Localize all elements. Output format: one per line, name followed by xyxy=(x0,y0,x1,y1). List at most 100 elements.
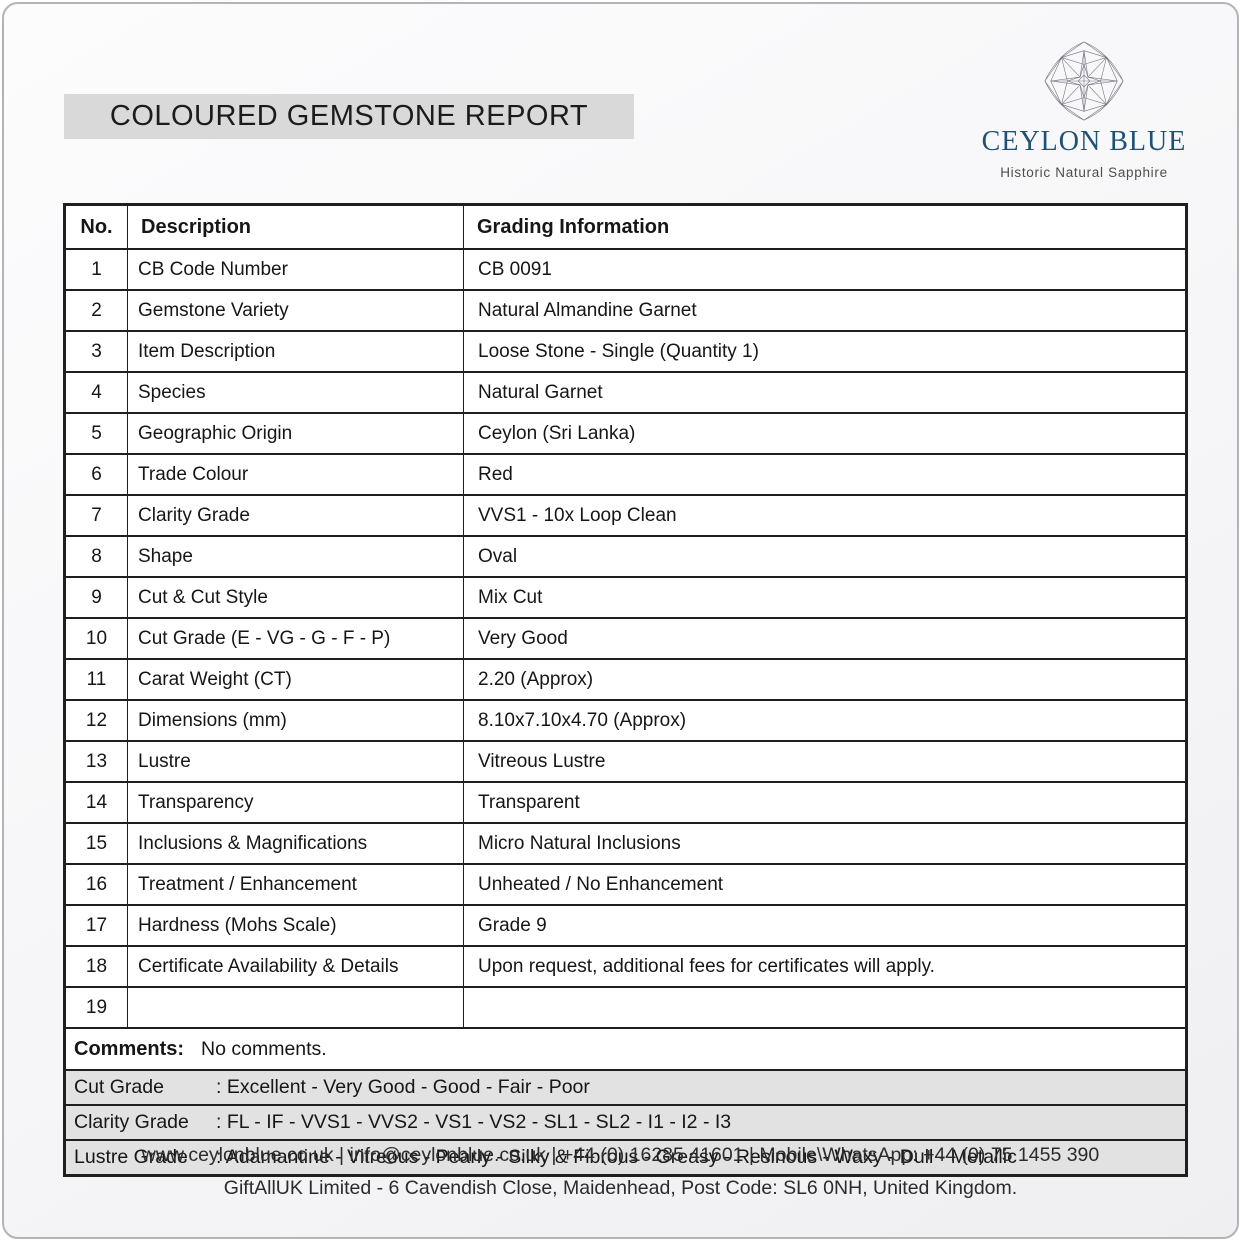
row-description: Cut & Cut Style xyxy=(127,576,464,619)
comments-label: Comments: xyxy=(74,1037,185,1060)
legend-row: Cut Grade : Excellent - Very Good - Good … xyxy=(64,1069,1187,1106)
table-row: 2 Gemstone Variety Natural Almandine Gar… xyxy=(64,289,1187,332)
row-grading-value: Oval xyxy=(463,535,1187,578)
table-row: 14 Transparency Transparent xyxy=(64,781,1187,824)
row-number: 19 xyxy=(64,986,128,1029)
legend-label: Cut Grade xyxy=(74,1076,164,1098)
legend-row: Clarity Grade : FL - IF - VVS1 - VVS2 - V… xyxy=(64,1104,1187,1141)
grading-table: No. Description Grading Information 1 CB… xyxy=(63,203,1188,1177)
row-number: 11 xyxy=(64,658,128,701)
brand-tagline: Historic Natural Sapphire xyxy=(1000,165,1168,180)
row-number: 7 xyxy=(64,494,128,537)
row-number: 14 xyxy=(64,781,128,824)
row-grading-value: Transparent xyxy=(463,781,1187,824)
legend-label: Lustre Grade xyxy=(74,1146,188,1168)
row-grading-value: Natural Garnet xyxy=(463,371,1187,414)
legend-values: : Adamantine - Vitreous - Pearly - Silky… xyxy=(216,1146,1017,1168)
row-description: Dimensions (mm) xyxy=(127,699,464,742)
row-grading-value: 8.10x7.10x4.70 (Approx) xyxy=(463,699,1187,742)
row-number: 17 xyxy=(64,904,128,947)
row-grading-value: VVS1 - 10x Loop Clean xyxy=(463,494,1187,537)
row-number: 10 xyxy=(64,617,128,660)
row-number: 15 xyxy=(64,822,128,865)
table-row: 5 Geographic Origin Ceylon (Sri Lanka) xyxy=(64,412,1187,455)
row-number: 1 xyxy=(64,248,128,291)
table-row: 7 Clarity Grade VVS1 - 10x Loop Clean xyxy=(64,494,1187,537)
table-row: 10 Cut Grade (E - VG - G - F - P) Very G… xyxy=(64,617,1187,660)
table-row: 3 Item Description Loose Stone - Single … xyxy=(64,330,1187,373)
table-row: 11 Carat Weight (CT) 2.20 (Approx) xyxy=(64,658,1187,701)
row-description: Trade Colour xyxy=(127,453,464,496)
row-number: 5 xyxy=(64,412,128,455)
row-description: Clarity Grade xyxy=(127,494,464,537)
legend-values: : Excellent - Very Good - Good - Fair - … xyxy=(216,1076,590,1098)
row-grading-value: Red xyxy=(463,453,1187,496)
row-grading-value: Grade 9 xyxy=(463,904,1187,947)
table-row: 16 Treatment / Enhancement Unheated / No… xyxy=(64,863,1187,906)
table-row: 18 Certificate Availability & Details Up… xyxy=(64,945,1187,988)
row-description: Inclusions & Magnifications xyxy=(127,822,464,865)
table-row: 4 Species Natural Garnet xyxy=(64,371,1187,414)
table-row: 19 xyxy=(64,986,1187,1029)
row-description: Certificate Availability & Details xyxy=(127,945,464,988)
table-row: 1 CB Code Number CB 0091 xyxy=(64,248,1187,291)
row-number: 12 xyxy=(64,699,128,742)
brand-name: CEYLON BLUE xyxy=(981,126,1187,157)
legend-values: : FL - IF - VVS1 - VVS2 - VS1 - VS2 - SL… xyxy=(216,1111,732,1133)
row-description: Gemstone Variety xyxy=(127,289,464,332)
row-grading-value: Upon request, additional fees for certif… xyxy=(463,945,1187,988)
row-number: 8 xyxy=(64,535,128,578)
row-description: CB Code Number xyxy=(127,248,464,291)
table-row: 8 Shape Oval xyxy=(64,535,1187,578)
comments-text: No comments. xyxy=(201,1037,327,1060)
row-grading-value xyxy=(463,986,1187,1029)
row-number: 4 xyxy=(64,371,128,414)
row-number: 16 xyxy=(64,863,128,906)
table-row: 9 Cut & Cut Style Mix Cut xyxy=(64,576,1187,619)
page-title: COLOURED GEMSTONE REPORT xyxy=(64,94,634,139)
row-grading-value: Very Good xyxy=(463,617,1187,660)
row-number: 2 xyxy=(64,289,128,332)
gem-wireframe-icon xyxy=(1044,41,1124,121)
column-header-no: No. xyxy=(64,203,128,250)
legend-row: Lustre Grade : Adamantine - Vitreous - Pe… xyxy=(64,1139,1187,1177)
row-grading-value: Micro Natural Inclusions xyxy=(463,822,1187,865)
row-description: Lustre xyxy=(127,740,464,783)
row-number: 9 xyxy=(64,576,128,619)
row-number: 6 xyxy=(64,453,128,496)
row-description: Hardness (Mohs Scale) xyxy=(127,904,464,947)
row-description: Species xyxy=(127,371,464,414)
row-grading-value: Natural Almandine Garnet xyxy=(463,289,1187,332)
row-grading-value: Ceylon (Sri Lanka) xyxy=(463,412,1187,455)
row-description: Geographic Origin xyxy=(127,412,464,455)
table-row: 12 Dimensions (mm) 8.10x7.10x4.70 (Appro… xyxy=(64,699,1187,742)
row-description: Shape xyxy=(127,535,464,578)
row-description: Carat Weight (CT) xyxy=(127,658,464,701)
legend-label: Clarity Grade xyxy=(74,1111,189,1133)
footer-contact-line: www.ceylonblue.co.uk | info@ceylonblue.c… xyxy=(141,1144,1100,1166)
comments-row: Comments: No comments. xyxy=(64,1027,1187,1071)
brand-logo: CEYLON BLUE Historic Natural Sapphire xyxy=(956,38,1212,180)
row-description: Transparency xyxy=(127,781,464,824)
row-number: 3 xyxy=(64,330,128,373)
row-grading-value: 2.20 (Approx) xyxy=(463,658,1187,701)
column-header-grading: Grading Information xyxy=(463,203,1187,250)
row-description: Cut Grade (E - VG - G - F - P) xyxy=(127,617,464,660)
footer-address-line: GiftAllUK Limited - 6 Cavendish Close, M… xyxy=(223,1177,1018,1199)
row-description: Item Description xyxy=(127,330,464,373)
row-grading-value: Loose Stone - Single (Quantity 1) xyxy=(463,330,1187,373)
table-header-row: No. Description Grading Information xyxy=(64,203,1187,250)
table-row: 15 Inclusions & Magnifications Micro Nat… xyxy=(64,822,1187,865)
table-row: 17 Hardness (Mohs Scale) Grade 9 xyxy=(64,904,1187,947)
row-description xyxy=(127,986,464,1029)
row-grading-value: Mix Cut xyxy=(463,576,1187,619)
column-header-description: Description xyxy=(127,203,464,250)
row-number: 18 xyxy=(64,945,128,988)
row-grading-value: CB 0091 xyxy=(463,248,1187,291)
row-grading-value: Vitreous Lustre xyxy=(463,740,1187,783)
footer: www.ceylonblue.co.uk | info@ceylonblue.c… xyxy=(4,1139,1237,1205)
table-row: 13 Lustre Vitreous Lustre xyxy=(64,740,1187,783)
table-row: 6 Trade Colour Red xyxy=(64,453,1187,496)
row-number: 13 xyxy=(64,740,128,783)
